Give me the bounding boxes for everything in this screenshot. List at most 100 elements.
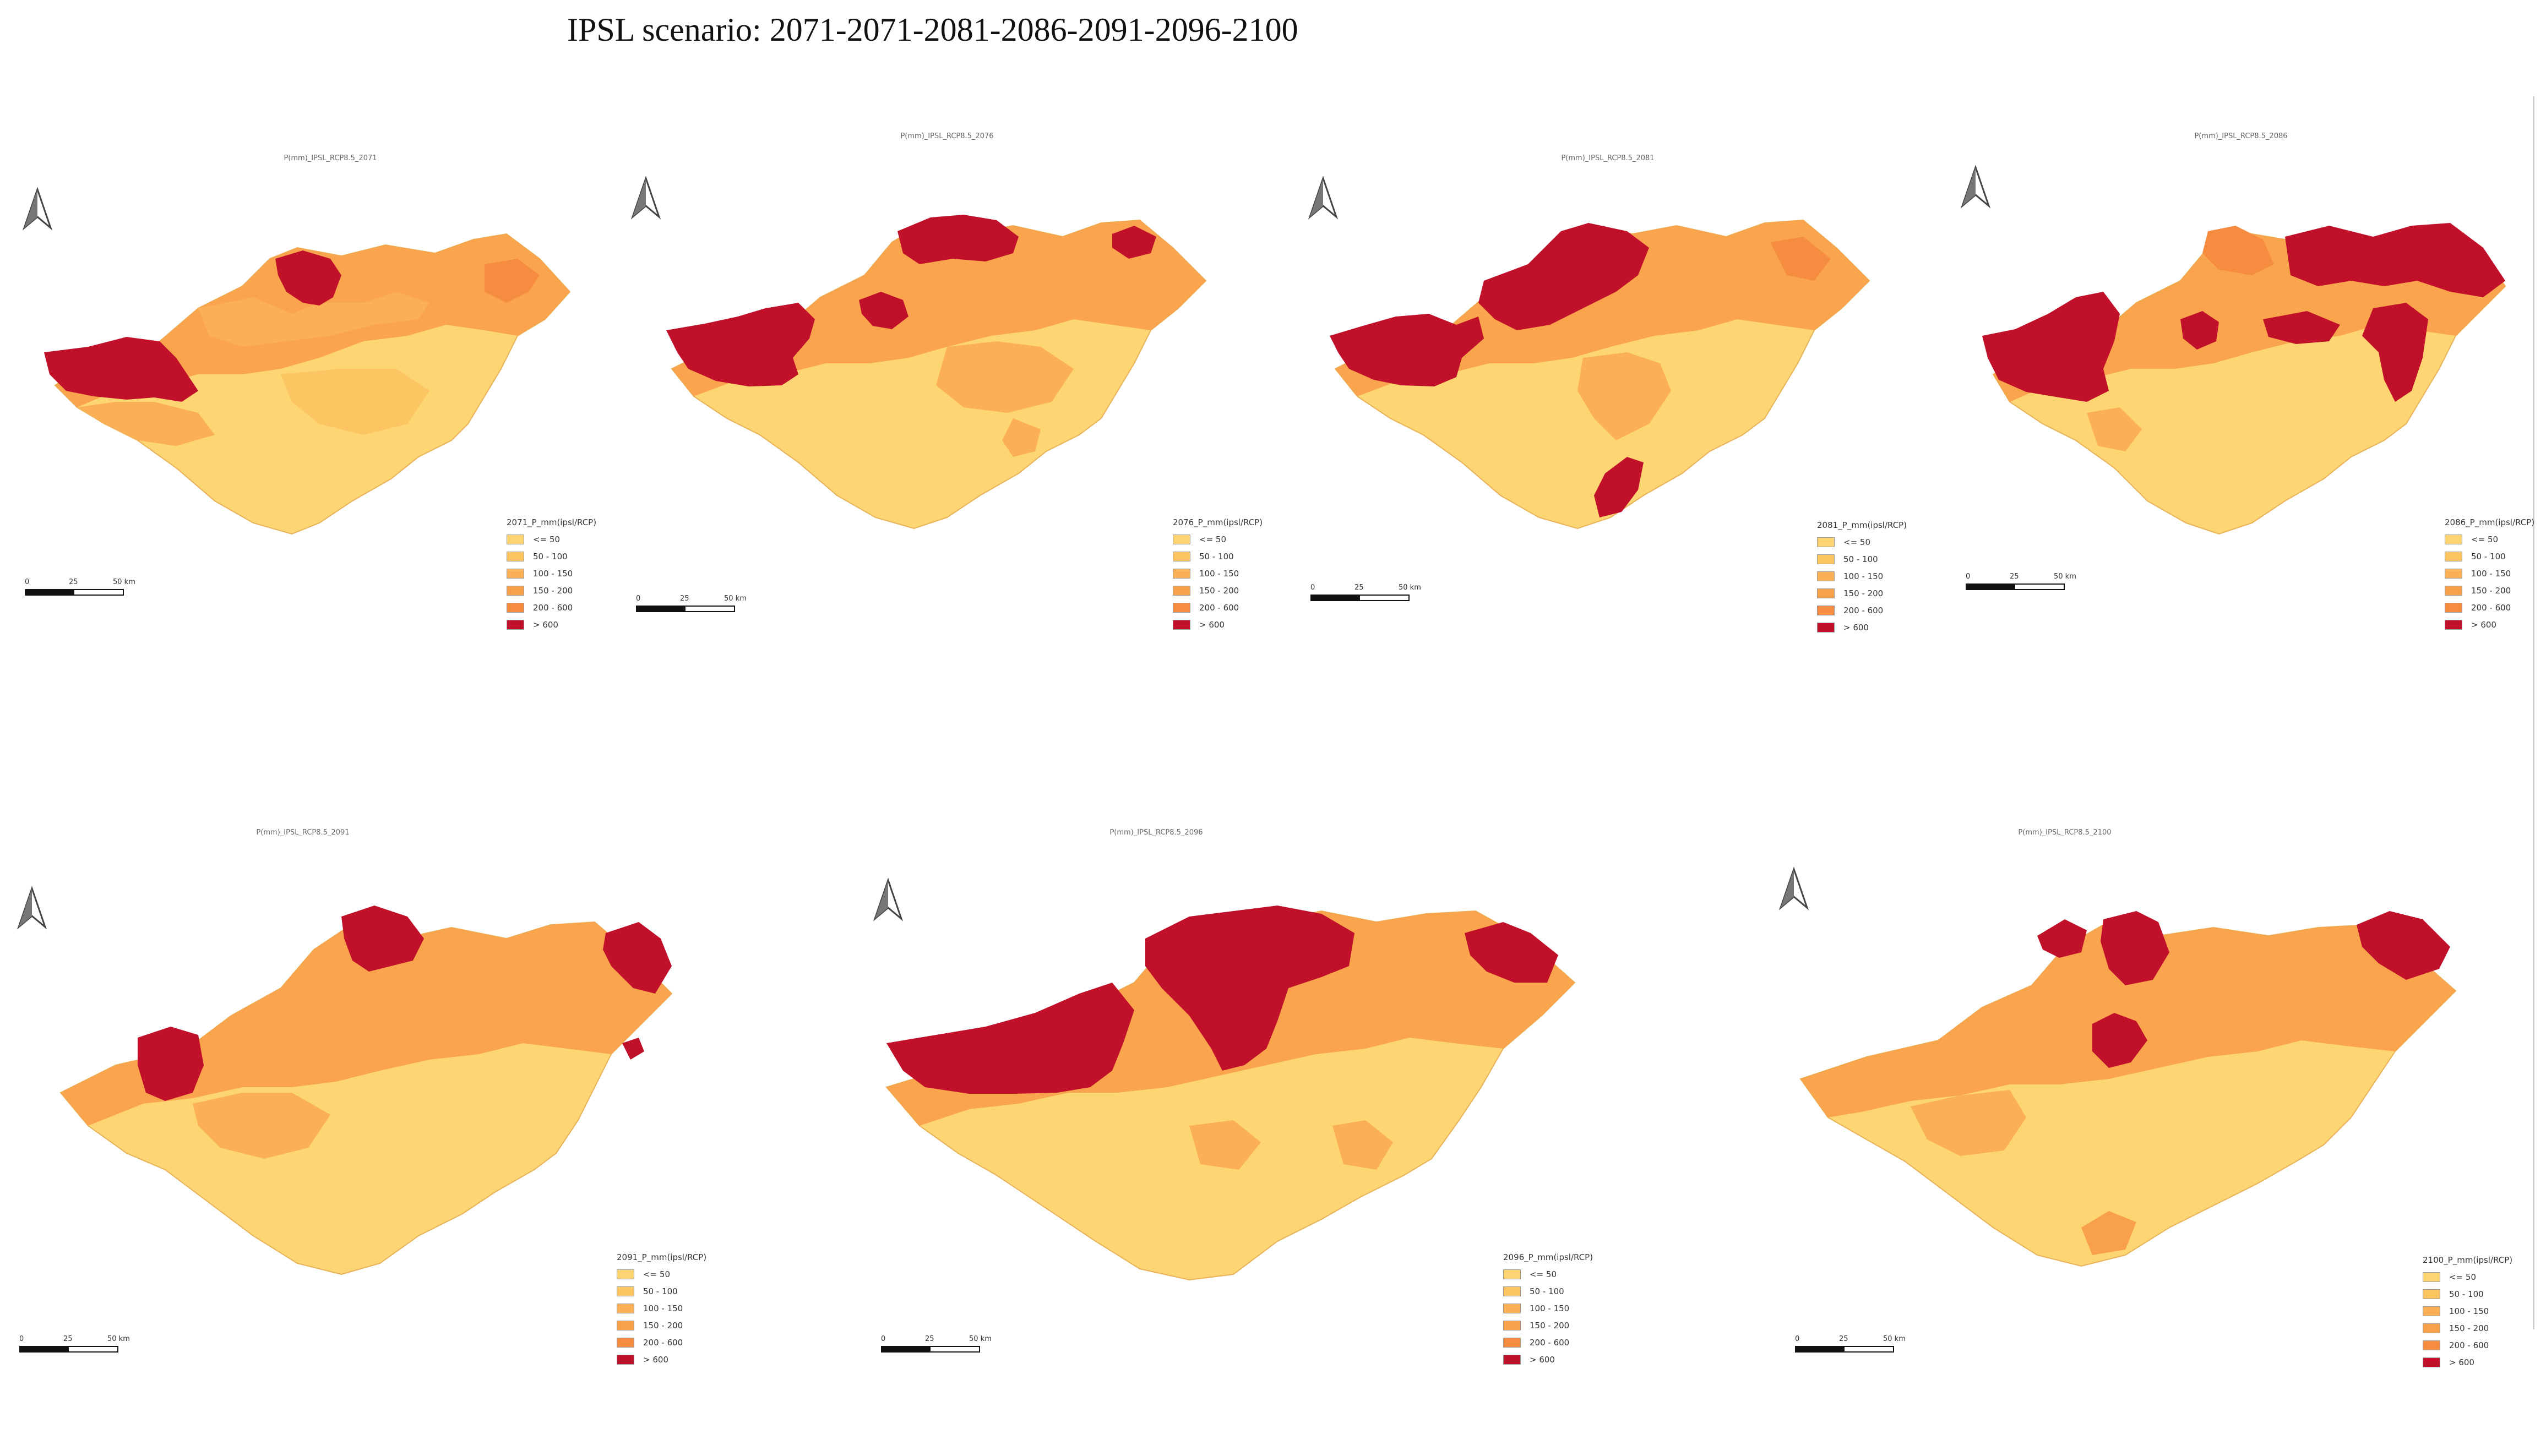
legend-item: > 600 <box>1817 619 1907 636</box>
legend-item: > 600 <box>617 1351 706 1368</box>
legend-item: 100 - 150 <box>1173 565 1263 582</box>
legend-title: 2100_P_mm(ipsl/RCP) <box>2423 1255 2513 1265</box>
legend-swatch <box>2445 585 2462 596</box>
north-arrow-icon <box>1778 867 1809 911</box>
legend-swatch <box>1173 619 1190 630</box>
legend-label: 100 - 150 <box>2471 568 2511 579</box>
map-title: P(mm)_IPSL_RCP8.5_2086 <box>2194 132 2288 140</box>
legend-title: 2086_P_mm(ipsl/RCP) <box>2445 517 2535 527</box>
legend-item: 200 - 600 <box>1817 602 1907 619</box>
legend-label: 150 - 200 <box>1199 585 1239 596</box>
legend-item: 50 - 100 <box>1817 550 1907 568</box>
legend-swatch <box>2423 1272 2440 1282</box>
legend-swatch <box>507 602 524 613</box>
scale-label-zero: 0 <box>25 578 30 586</box>
page-divider <box>2533 96 2534 1329</box>
legend-swatch <box>617 1303 634 1313</box>
page-title: IPSL scenario: 2071-2071-2081-2086-2091-… <box>567 12 1298 48</box>
legend-item: > 600 <box>507 616 596 633</box>
precipitation-map-2071 <box>33 193 584 550</box>
legend-label: 50 - 100 <box>1530 1286 1564 1296</box>
legend-swatch <box>2445 534 2462 544</box>
scale-label-end: 50 km <box>2054 572 2076 581</box>
legend-swatch <box>1173 602 1190 613</box>
legend-item: 150 - 200 <box>1173 582 1263 599</box>
map-title: P(mm)_IPSL_RCP8.5_2100 <box>2018 828 2112 837</box>
scale-label-end: 50 km <box>969 1335 992 1343</box>
legend-label: 200 - 600 <box>533 602 573 613</box>
legend-item: 100 - 150 <box>1503 1300 1593 1317</box>
legend-swatch <box>1817 588 1835 598</box>
legend-label: 100 - 150 <box>1530 1303 1570 1313</box>
legend-item: 50 - 100 <box>1173 548 1263 565</box>
map-legend: 2091_P_mm(ipsl/RCP) <= 50 50 - 100 100 -… <box>617 1252 706 1368</box>
map-panel-2086: P(mm)_IPSL_RCP8.5_2086 2086_P_mm(ipsl/RC… <box>1944 132 2538 630</box>
legend-swatch <box>1503 1269 1521 1279</box>
legend-item: 50 - 100 <box>1503 1283 1593 1300</box>
legend-item: > 600 <box>2423 1354 2512 1371</box>
legend-label: > 600 <box>1530 1354 1555 1365</box>
north-arrow-icon <box>17 886 47 930</box>
legend-label: 200 - 600 <box>2471 602 2511 613</box>
legend-label: 200 - 600 <box>643 1337 683 1348</box>
legend-swatch <box>1173 551 1190 561</box>
legend-swatch <box>507 534 524 544</box>
scale-label-zero: 0 <box>636 595 641 603</box>
map-title: P(mm)_IPSL_RCP8.5_2071 <box>284 154 377 162</box>
legend-swatch <box>617 1337 634 1348</box>
legend-label: <= 50 <box>1843 537 1870 547</box>
legend-label: 150 - 200 <box>643 1320 683 1330</box>
map-panel-2091: P(mm)_IPSL_RCP8.5_2091 2091_P_mm(ipsl/RC… <box>17 828 826 1379</box>
legend-swatch <box>1173 568 1190 579</box>
legend-item: 100 - 150 <box>1817 568 1907 585</box>
scale-label-zero: 0 <box>1795 1335 1800 1343</box>
map-legend: 2086_P_mm(ipsl/RCP) <= 50 50 - 100 100 -… <box>2445 517 2534 633</box>
legend-item: 200 - 600 <box>2445 599 2534 616</box>
legend-label: <= 50 <box>1199 534 1226 544</box>
legend-swatch <box>1817 605 1835 615</box>
legend-label: 50 - 100 <box>643 1286 678 1296</box>
legend-swatch <box>2445 602 2462 613</box>
scale-label-mid: 25 <box>925 1335 934 1343</box>
north-arrow-icon <box>1960 165 1991 209</box>
legend-label: 100 - 150 <box>1199 568 1239 579</box>
map-title: P(mm)_IPSL_RCP8.5_2076 <box>900 132 994 140</box>
legend-label: 50 - 100 <box>1843 554 1878 564</box>
legend-label: <= 50 <box>533 534 560 544</box>
legend-swatch <box>507 568 524 579</box>
legend-item: <= 50 <box>1503 1266 1593 1283</box>
legend-label: 200 - 600 <box>1530 1337 1570 1348</box>
legend-label: 200 - 600 <box>1843 605 1884 615</box>
north-arrow-icon <box>630 176 661 220</box>
precipitation-map-2076 <box>655 182 1228 545</box>
legend-item: 50 - 100 <box>2445 548 2534 565</box>
scale-label-mid: 25 <box>63 1335 73 1343</box>
scale-label-end: 50 km <box>1399 584 1421 592</box>
legend-item: 100 - 150 <box>507 565 596 582</box>
legend-label: 150 - 200 <box>533 585 573 596</box>
legend-label: > 600 <box>1199 619 1225 630</box>
north-arrow-icon <box>873 878 904 922</box>
legend-swatch <box>2423 1357 2440 1367</box>
map-legend: 2076_P_mm(ipsl/RCP) <= 50 50 - 100 100 -… <box>1173 517 1263 633</box>
legend-item: 50 - 100 <box>617 1283 706 1300</box>
scale-label-zero: 0 <box>881 1335 886 1343</box>
map-legend: 2100_P_mm(ipsl/RCP) <= 50 50 - 100 100 -… <box>2423 1255 2512 1371</box>
legend-item: 150 - 200 <box>2445 582 2534 599</box>
legend-item: 100 - 150 <box>2423 1302 2512 1319</box>
legend-label: <= 50 <box>2449 1272 2476 1282</box>
legend-label: 150 - 200 <box>2471 585 2511 596</box>
map-panel-2096: P(mm)_IPSL_RCP8.5_2096 2096_P_mm(ipsl/RC… <box>870 828 1679 1379</box>
legend-item: 200 - 600 <box>507 599 596 616</box>
legend-swatch <box>2423 1323 2440 1333</box>
legend-item: 200 - 600 <box>1503 1334 1593 1351</box>
legend-item: 150 - 200 <box>1817 585 1907 602</box>
map-legend: 2096_P_mm(ipsl/RCP) <= 50 50 - 100 100 -… <box>1503 1252 1593 1368</box>
legend-label: 150 - 200 <box>2449 1323 2489 1333</box>
legend-swatch <box>617 1320 634 1330</box>
legend-swatch <box>2445 619 2462 630</box>
legend-swatch <box>1817 571 1835 581</box>
legend-label: <= 50 <box>2471 534 2498 544</box>
legend-swatch <box>617 1354 634 1365</box>
legend-label: 100 - 150 <box>643 1303 683 1313</box>
